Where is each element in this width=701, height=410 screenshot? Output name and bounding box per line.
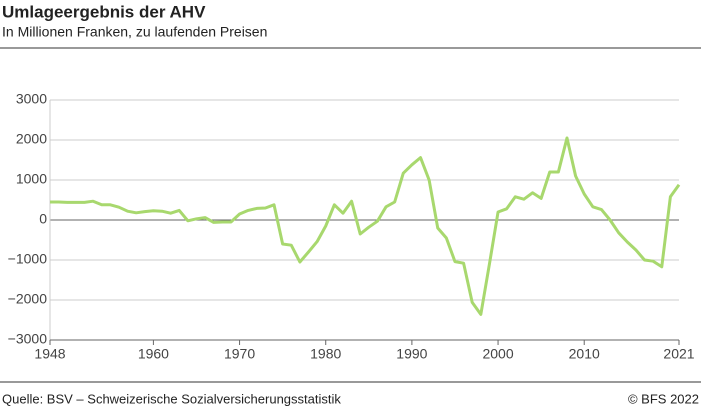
x-tick-label: 1960 [138, 346, 169, 362]
y-tick-label: 3000 [16, 91, 47, 107]
x-tick-label: 1980 [310, 346, 341, 362]
y-tick-label: 2000 [16, 131, 47, 147]
data-line [50, 136, 681, 316]
y-tick-label: −3000 [8, 331, 48, 347]
copyright: © BFS 2022 [628, 391, 699, 406]
x-tick-label: 2010 [569, 346, 600, 362]
y-tick-label: 0 [39, 211, 47, 227]
x-tick-label: 1948 [34, 346, 65, 362]
x-tick-label: 2021 [663, 346, 694, 362]
chart-title: Umlageergebnis der AHV [2, 2, 206, 21]
x-tick-label: 1990 [396, 346, 427, 362]
source: Quelle: BSV – Schweizerische Sozialversi… [2, 391, 341, 406]
chart-subtitle: In Millionen Franken, zu laufenden Preis… [2, 24, 267, 40]
y-tick-label: −1000 [8, 251, 48, 267]
y-tick-label: 1000 [16, 171, 47, 187]
y-tick-label: −2000 [8, 291, 48, 307]
x-tick-label: 2000 [482, 346, 513, 362]
x-tick-label: 1970 [224, 346, 255, 362]
